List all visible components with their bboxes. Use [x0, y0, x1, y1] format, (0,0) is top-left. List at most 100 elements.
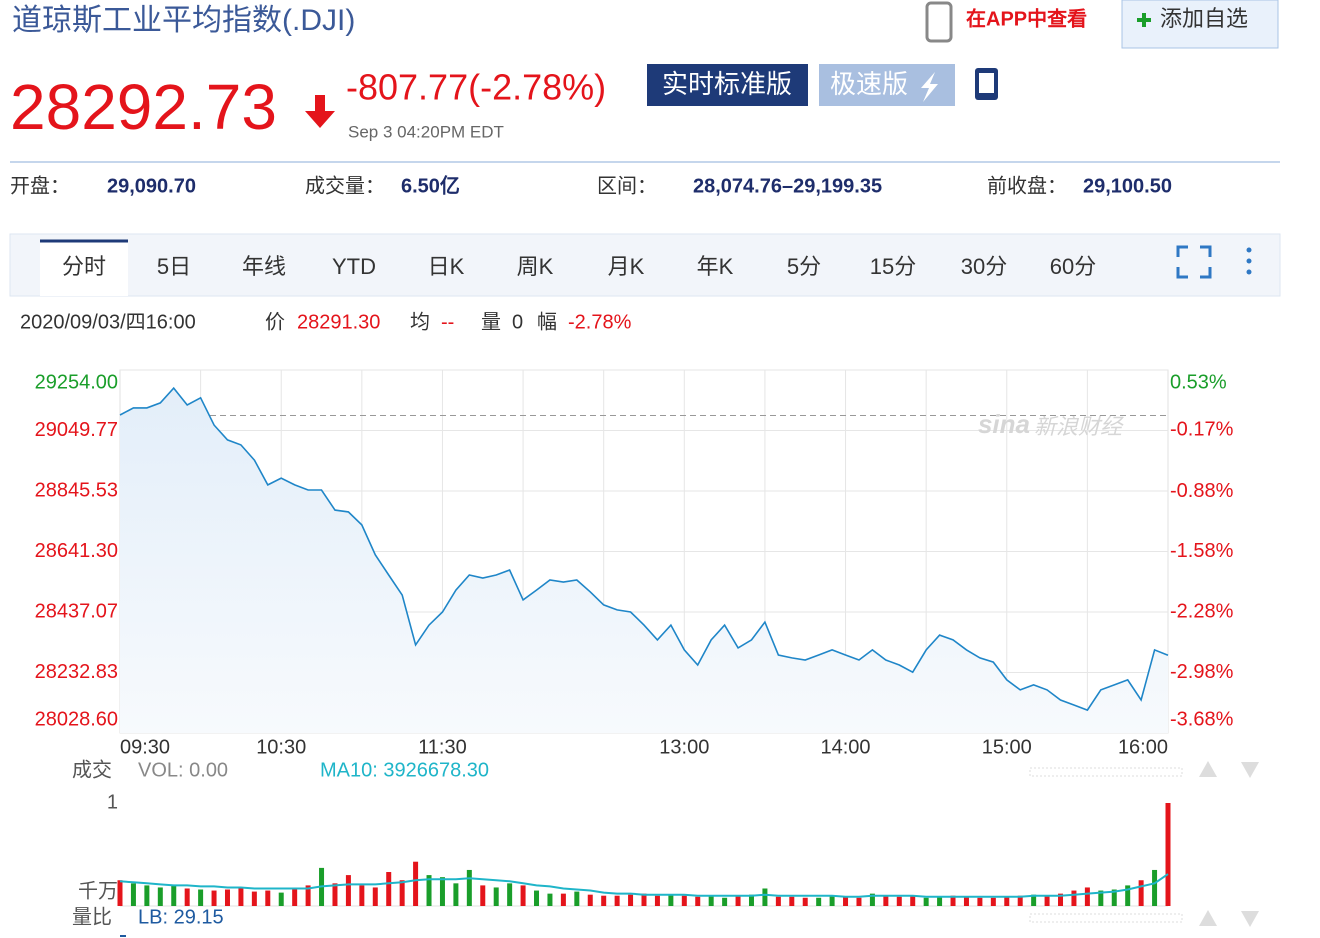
volume-bar — [211, 890, 217, 906]
tab[interactable]: 年线 — [242, 254, 286, 279]
volume-bar — [614, 895, 620, 906]
x-tick-label: 14:00 — [821, 736, 871, 758]
tab[interactable]: 60分 — [1050, 254, 1096, 279]
volume-bar — [816, 897, 822, 906]
volume-bar — [345, 875, 351, 906]
volume-bar — [399, 880, 405, 906]
bolt-icon — [921, 72, 938, 102]
tab[interactable]: 5分 — [787, 254, 821, 279]
volume-bar — [829, 895, 835, 906]
volume-bar — [305, 885, 311, 906]
tab[interactable]: 日K — [428, 254, 465, 279]
volume-bar — [184, 888, 190, 906]
down-arrow — [305, 95, 335, 128]
volume-bar — [547, 893, 553, 906]
info-value: 28291.30 — [297, 311, 380, 333]
stat-label: 开盘： — [10, 174, 70, 197]
volume-bar — [1125, 885, 1131, 906]
volume-bar — [372, 887, 378, 906]
phone-icon[interactable] — [925, 1, 953, 43]
volume-bar — [507, 883, 513, 906]
tab[interactable]: 15分 — [870, 254, 916, 279]
volume-bar — [654, 895, 660, 906]
info-value: 0 — [512, 311, 523, 333]
volume-bar — [977, 897, 983, 906]
volume-bar — [883, 895, 889, 906]
volume-title: 成交 — [72, 758, 112, 781]
y-tick-label: 1 — [107, 791, 118, 813]
volume-bar — [775, 896, 781, 906]
tab-bar — [9, 233, 1281, 297]
ma-line — [119, 873, 1169, 898]
info-value: -- — [441, 311, 454, 333]
fast-button-label: 极速版 — [830, 69, 908, 99]
price-area — [120, 388, 1168, 733]
volume-bar — [130, 883, 136, 906]
ma-label: MA10: 3926678.30 — [320, 759, 489, 781]
volume-bar — [802, 897, 808, 906]
x-tick-label: 13:00 — [659, 736, 709, 758]
volume-bar — [574, 891, 580, 906]
volume-bar — [292, 888, 298, 906]
y-tick-label: 29254.00 — [35, 371, 118, 393]
volume-bar — [1111, 889, 1117, 906]
tab[interactable]: YTD — [332, 254, 376, 279]
change: -807.77(-2.78%) — [346, 67, 606, 108]
volume-bar — [1031, 894, 1037, 906]
volume-bar — [534, 890, 540, 906]
y-tick-label: 28845.53 — [35, 479, 118, 501]
app-link[interactable]: 在APP中查看 — [966, 6, 1087, 30]
fullscreen-icon[interactable] — [1176, 245, 1212, 279]
volume-bar — [681, 895, 687, 906]
tab[interactable]: 分时 — [62, 254, 106, 279]
volume-bar — [493, 887, 499, 906]
info-value: -2.78% — [568, 311, 632, 333]
volume-bar — [198, 889, 204, 906]
x-tick-label: 16:00 — [1118, 736, 1168, 758]
price-line — [119, 386, 1169, 712]
volume-label: VOL: 0.00 — [138, 759, 228, 781]
volume-bar — [1017, 895, 1023, 906]
tab[interactable]: 周K — [517, 254, 554, 279]
plus-icon — [1137, 13, 1151, 27]
stat-label: 区间： — [597, 174, 657, 197]
tab[interactable]: 月K — [608, 254, 645, 279]
time: Sep 3 04:20PM EDT — [348, 122, 504, 141]
info-label: 量 — [481, 311, 501, 333]
tabs: 分时 5日 年线 YTD 日K 周K 月K 年K 5分 15分 30分 60分 — [62, 254, 1096, 279]
ratio-title: 量比 — [72, 905, 112, 928]
volume-bar — [278, 892, 284, 906]
volume-bar — [963, 896, 969, 906]
volume-bar — [157, 887, 163, 906]
y2-tick-label: -0.88% — [1170, 480, 1234, 502]
volume-bar — [1138, 880, 1144, 906]
tab[interactable]: 年K — [697, 254, 734, 279]
charts: 29254.00 29049.77 28845.53 28641.30 28437.07… — [35, 369, 1234, 937]
standard-button[interactable] — [647, 64, 808, 106]
volume-bar — [910, 895, 916, 906]
active-tab — [40, 240, 128, 296]
tab[interactable]: 30分 — [961, 254, 1007, 279]
more-icon[interactable] — [1246, 247, 1252, 275]
info-date: 2020/09/03/四16:00 — [20, 311, 196, 333]
add-button[interactable] — [1121, 0, 1279, 49]
volume-bar — [1098, 890, 1104, 906]
stat-label: 前收盘： — [987, 174, 1067, 197]
price: 28292.73 — [10, 71, 277, 143]
tab[interactable]: 5日 — [157, 254, 191, 279]
stat-value: 29,100.50 — [1083, 175, 1172, 197]
y2-tick-label: -2.98% — [1170, 661, 1234, 683]
volume-bar — [748, 894, 754, 906]
volume-bar — [560, 893, 566, 906]
volume-bar — [439, 877, 445, 906]
volume-bar — [520, 885, 526, 906]
y-tick-label: 28437.07 — [35, 600, 118, 622]
volume-bar — [668, 894, 674, 906]
y-tick-label: 28028.60 — [35, 708, 118, 730]
y2-tick-label: -3.68% — [1170, 708, 1234, 730]
volume-bar — [735, 895, 741, 906]
unit-label: 千万 — [78, 879, 118, 902]
y2-tick-label: -1.58% — [1170, 540, 1234, 562]
